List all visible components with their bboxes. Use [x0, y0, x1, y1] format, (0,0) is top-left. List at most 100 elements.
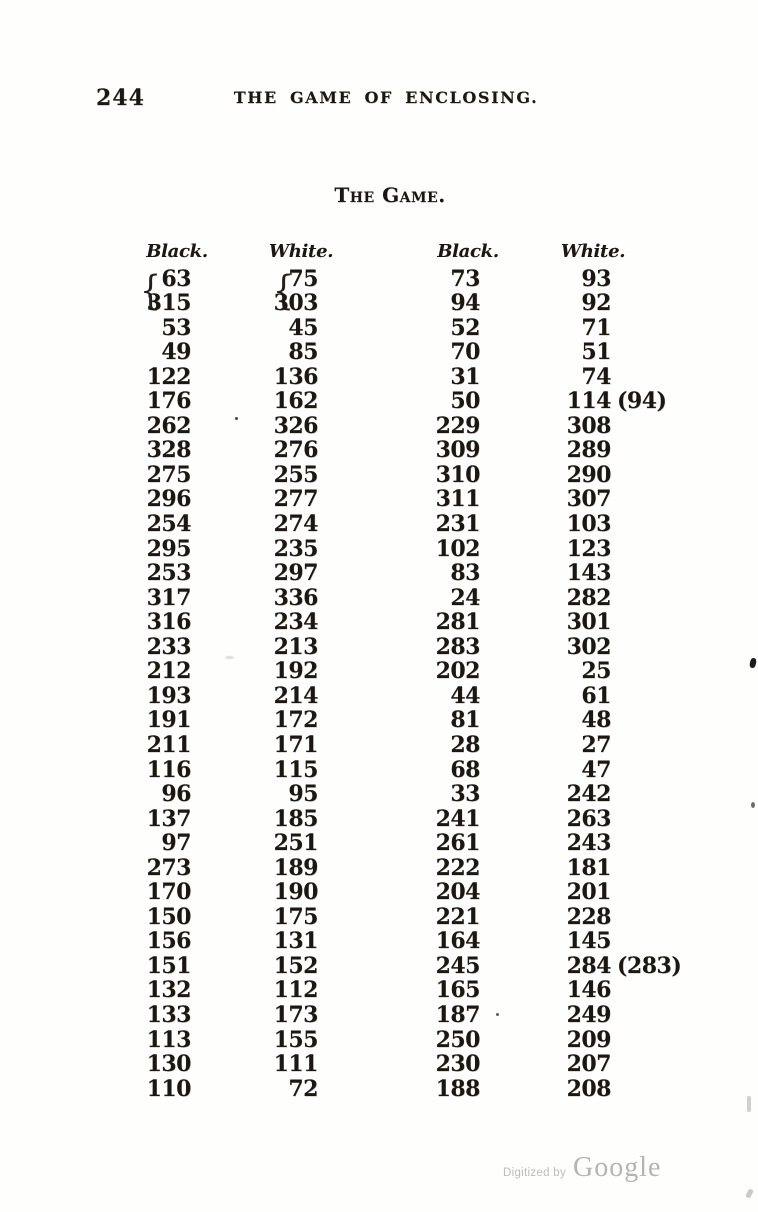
move-number: 230 — [435, 1051, 481, 1078]
move-number: 146 — [566, 977, 612, 1004]
move-number: 61 — [581, 682, 611, 709]
move-number: 235 — [273, 535, 319, 562]
move-number: 263 — [566, 805, 612, 832]
move-number: 277 — [273, 486, 319, 513]
move-number: 74 — [581, 363, 611, 390]
move-number: 47 — [581, 756, 611, 783]
move-number: 63 — [161, 265, 191, 292]
move-number: 255 — [273, 461, 319, 488]
move-number: 275 — [146, 461, 192, 488]
move-number: 151 — [146, 952, 192, 979]
move-number: 251 — [273, 830, 319, 857]
move-number: 171 — [273, 731, 319, 758]
move-number: 289 — [566, 437, 612, 464]
move-number: 192 — [273, 658, 319, 685]
move-number: 113 — [146, 1026, 192, 1053]
page-edge-mark — [747, 1096, 751, 1112]
move-number: 176 — [146, 388, 192, 415]
move-number: 193 — [146, 682, 192, 709]
move-number: 301 — [566, 609, 612, 636]
move-number: 228 — [566, 903, 612, 930]
move-number: 170 — [146, 879, 192, 906]
move-number: 222 — [435, 854, 481, 881]
move-number: 282 — [566, 584, 612, 611]
move-number: 68 — [450, 756, 480, 783]
move-number: 249 — [566, 1002, 612, 1028]
move-number: 302 — [566, 633, 612, 660]
ink-speck — [235, 417, 238, 420]
watermark-prefix: Digitized by — [503, 1167, 567, 1179]
move-number: 229 — [435, 412, 481, 439]
move-number: 116 — [146, 756, 192, 783]
move-number: 201 — [566, 879, 612, 906]
move-number: 130 — [146, 1051, 192, 1078]
move-number: 231 — [435, 511, 481, 537]
move-number: 253 — [146, 560, 192, 587]
move-number: 290 — [566, 461, 612, 488]
move-number: 254 — [146, 511, 192, 537]
move-number: 172 — [273, 707, 319, 734]
move-number: 33 — [450, 781, 480, 808]
move-number: 191 — [146, 707, 192, 734]
move-number: 326 — [273, 412, 319, 439]
move-number: 123 — [566, 535, 612, 562]
move-number: 202 — [435, 658, 481, 685]
move-number: 45 — [288, 314, 318, 341]
page-number: 244 — [96, 85, 145, 111]
move-number: 155 — [273, 1026, 319, 1053]
move-number: 284 (283) — [566, 952, 682, 979]
move-number: 133 — [146, 1002, 192, 1028]
column-header-black-left: Black. — [146, 241, 208, 262]
move-number: 131 — [273, 928, 319, 955]
move-number: 114 (94) — [566, 388, 667, 415]
move-number-alternate: (283) — [617, 952, 682, 979]
move-number: 214 — [273, 682, 319, 709]
move-number: 262 — [146, 412, 192, 439]
running-title: THE GAME OF ENCLOSING. — [233, 88, 539, 107]
move-number: 48 — [581, 707, 611, 734]
move-number: 328 — [146, 437, 192, 464]
move-number: 250 — [435, 1026, 481, 1053]
move-number: 316 — [146, 609, 192, 636]
move-number: 261 — [435, 830, 481, 857]
move-number: 110 — [146, 1075, 192, 1102]
move-number: 188 — [435, 1075, 481, 1102]
ink-smudge — [225, 656, 234, 659]
column-header-white-right: White. — [560, 241, 626, 262]
watermark: Digitized by Google — [503, 1152, 661, 1184]
move-number: 234 — [273, 609, 319, 636]
move-number: 73 — [450, 265, 480, 292]
move-number: 204 — [435, 879, 481, 906]
move-number: 112 — [273, 977, 319, 1004]
move-number: 75 — [288, 265, 318, 292]
move-number: 233 — [146, 633, 192, 660]
move-number: 308 — [566, 412, 612, 439]
move-number: 50 — [450, 388, 480, 415]
move-number: 49 — [161, 339, 191, 366]
move-number: 96 — [161, 781, 191, 808]
move-number: 150 — [146, 903, 192, 930]
move-number: 156 — [146, 928, 192, 955]
move-number: 303 — [273, 290, 319, 317]
move-number: 94 — [450, 290, 480, 317]
move-number: 243 — [566, 830, 612, 857]
move-number: 297 — [273, 560, 319, 587]
move-number: 162 — [273, 388, 319, 415]
move-number: 31 — [450, 363, 480, 390]
move-number: 25 — [581, 658, 611, 685]
move-number: 273 — [146, 854, 192, 881]
move-number: 71 — [581, 314, 611, 341]
move-number: 103 — [566, 511, 612, 537]
column-header-black-right: Black. — [437, 241, 499, 262]
move-number: 52 — [450, 314, 480, 341]
move-number: 173 — [273, 1002, 319, 1028]
move-number: 92 — [581, 290, 611, 317]
move-number-alternate: (94) — [617, 388, 667, 415]
move-number: 317 — [146, 584, 192, 611]
move-number: 189 — [273, 854, 319, 881]
move-number: 53 — [161, 314, 191, 341]
row-group-brace-right: { — [273, 266, 294, 314]
move-number: 190 — [273, 879, 319, 906]
move-number: 83 — [450, 560, 480, 587]
